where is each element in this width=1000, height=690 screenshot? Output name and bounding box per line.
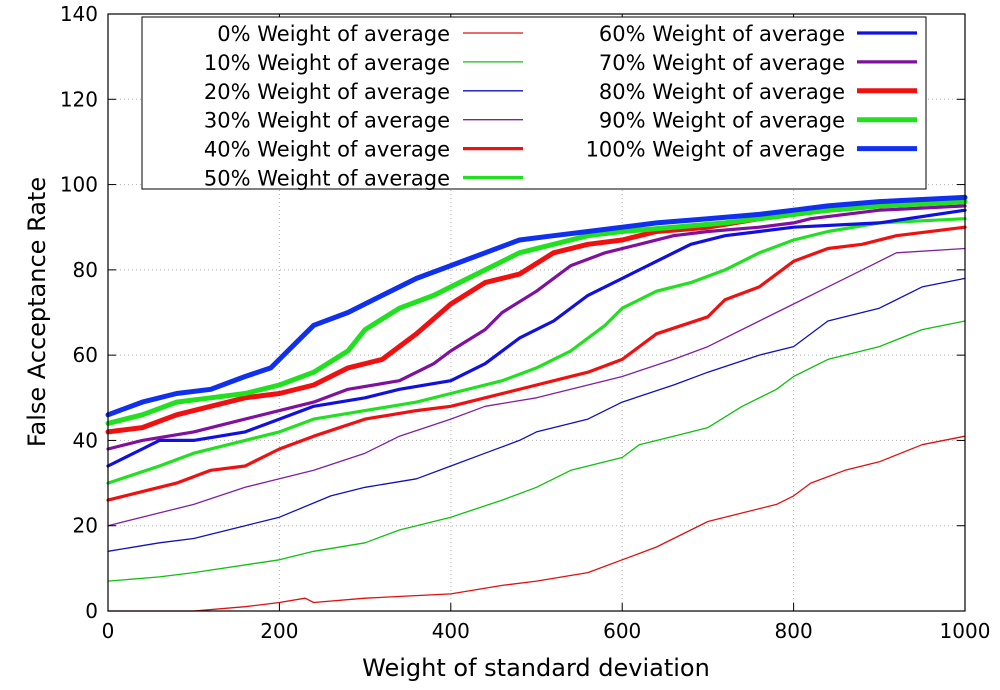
y-tick-label-7: 140 <box>60 2 98 26</box>
legend-label-7: 70% Weight of average <box>599 51 845 75</box>
y-tick-label-2: 40 <box>73 428 98 452</box>
series-line-5 <box>106 217 967 485</box>
legend-label-6: 60% Weight of average <box>599 22 845 46</box>
legend-label-4: 40% Weight of average <box>204 138 450 162</box>
legend-label-2: 20% Weight of average <box>204 80 450 104</box>
x-tick-label-3: 600 <box>603 619 641 643</box>
y-tick-label-0: 0 <box>85 599 98 623</box>
legend-label-3: 30% Weight of average <box>204 109 450 133</box>
series-line-7 <box>106 204 967 451</box>
series-line-1 <box>107 320 966 582</box>
legend: 0% Weight of average 10% Weight of averag… <box>141 16 927 191</box>
y-tick-label-4: 80 <box>73 258 98 282</box>
legend-label-0: 0% Weight of average <box>217 22 450 46</box>
series-line-4 <box>106 225 967 502</box>
y-tick-label-3: 60 <box>73 343 98 367</box>
y-axis-title: False Acceptance Rate <box>23 177 51 447</box>
x-axis-title: Weight of standard deviation <box>362 654 710 682</box>
series-line-0 <box>107 435 966 612</box>
legend-box <box>141 16 927 190</box>
x-tick-label-1: 200 <box>260 619 298 643</box>
series-line-10 <box>105 194 968 418</box>
x-tick-label-5: 1000 <box>940 619 991 643</box>
series-line-3 <box>107 247 966 527</box>
y-tick-label-1: 20 <box>73 514 98 538</box>
y-tick-label-5: 100 <box>60 173 98 197</box>
legend-label-9: 90% Weight of average <box>599 109 845 133</box>
plot-area-border <box>107 13 966 612</box>
x-tick-label-4: 800 <box>775 619 813 643</box>
series-lines <box>105 194 968 612</box>
series-line-2 <box>107 277 966 552</box>
series-line-9 <box>105 199 968 426</box>
series-line-6 <box>106 208 967 468</box>
x-tick-label-2: 400 <box>432 619 470 643</box>
legend-label-5: 50% Weight of average <box>204 167 450 191</box>
y-tick-label-6: 120 <box>60 87 98 111</box>
legend-label-8: 80% Weight of average <box>599 80 845 104</box>
x-tick-label-0: 0 <box>102 619 115 643</box>
legend-label-1: 10% Weight of average <box>204 51 450 75</box>
legend-label-10: 100% Weight of average <box>586 138 845 162</box>
